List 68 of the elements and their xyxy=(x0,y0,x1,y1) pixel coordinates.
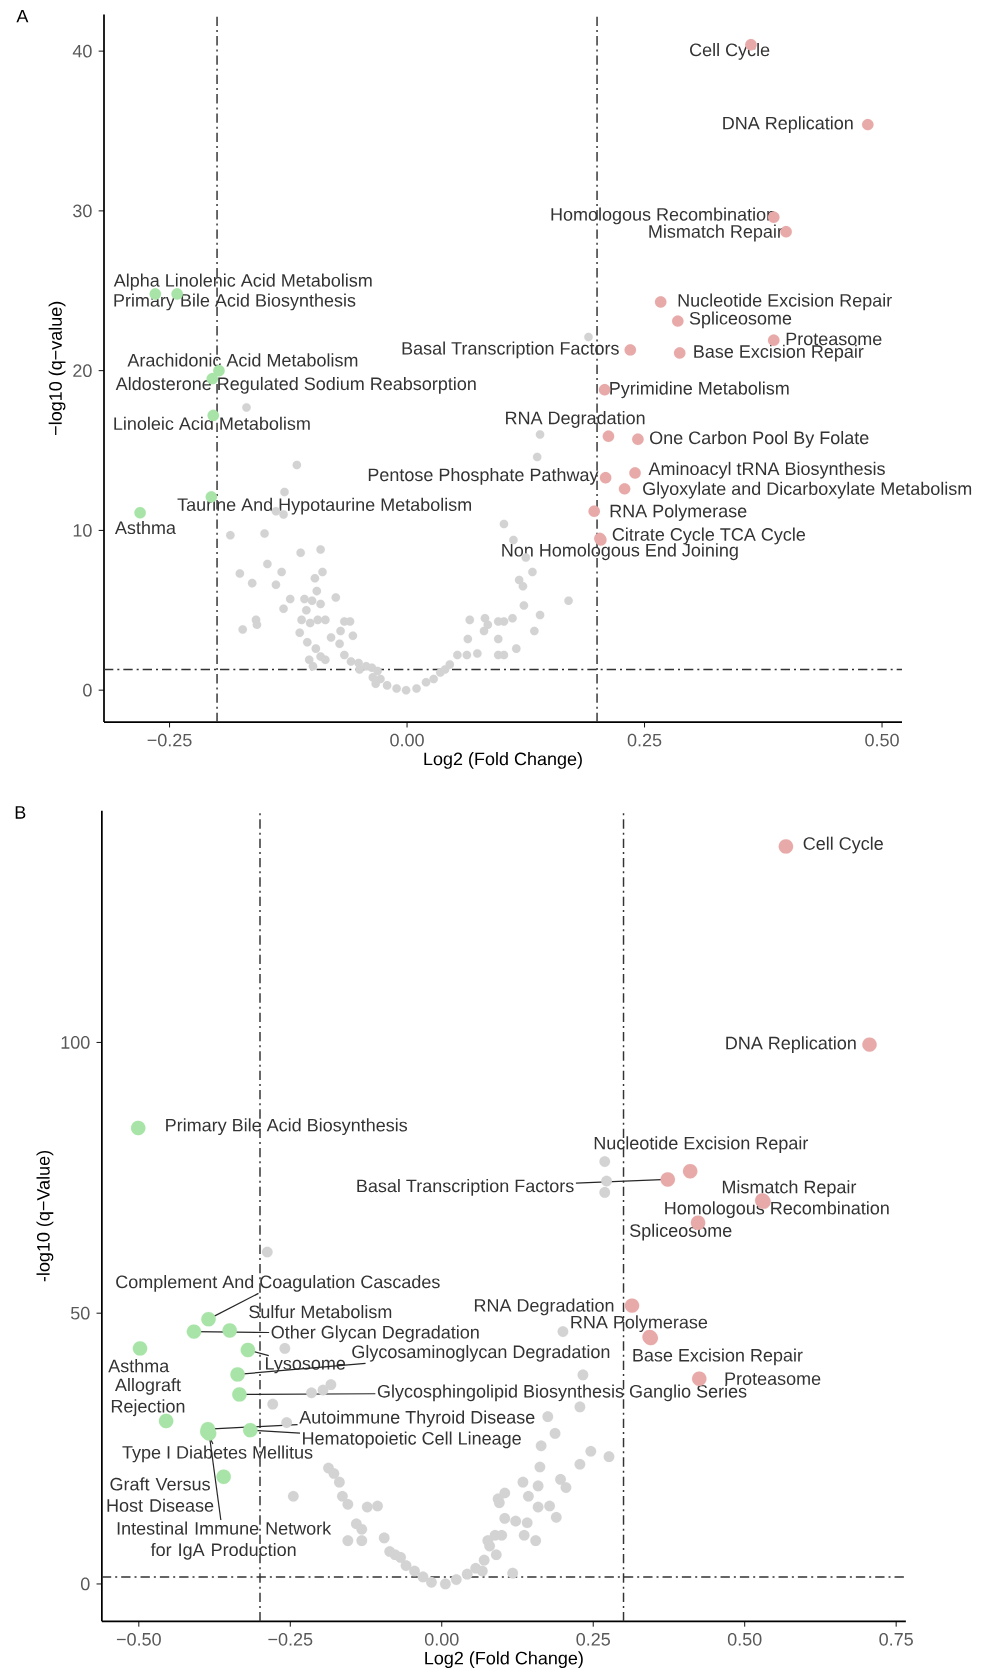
annotation: Alpha Linolenic Acid Metabolism xyxy=(113,273,372,291)
annotation: Proteasome xyxy=(725,1372,821,1385)
annotation: RNA Polymerase xyxy=(610,504,747,521)
annotation: Intestinal Immune Network for IgA Production xyxy=(117,1521,332,1560)
x-tick-label: 0.50 xyxy=(865,733,899,747)
annotation: Spliceosome xyxy=(630,1223,732,1241)
annotation: Linoleic Acid Metabolism xyxy=(114,416,310,430)
annotation: Cell Cycle xyxy=(690,43,770,60)
annotation: Asthma xyxy=(108,1359,170,1373)
annotation: Primary Bile Acid Biosynthesis xyxy=(114,293,356,311)
annotation: Arachidonic Acid Metabolism xyxy=(127,353,358,367)
x-tick-label: 0.25 xyxy=(627,733,662,747)
annotation: Mismatch Repair xyxy=(722,1180,857,1197)
x-tick-label: 0.00 xyxy=(390,733,424,747)
x-axis-title: Log2 (Fold Change) xyxy=(425,1651,583,1669)
y-tick-label: 100 xyxy=(61,1036,90,1049)
x-tick-label: −0.25 xyxy=(147,733,192,747)
x-tick-label: 0.50 xyxy=(727,1632,762,1646)
annotation: Mismatch Repair xyxy=(649,224,783,242)
x-tick-label: −0.50 xyxy=(116,1632,161,1646)
annotation: Base Excision Repair xyxy=(633,1348,803,1366)
x-tick-label: −0.25 xyxy=(268,1632,313,1646)
annotation: Basal Transcription Factors xyxy=(357,1179,574,1196)
annotation: Graft Versus Host Disease xyxy=(107,1477,214,1512)
annotation: Glyoxylate and Dicarboxylate Metabolism xyxy=(643,481,972,499)
annotation: One Carbon Pool By Folate xyxy=(650,430,869,448)
y-tick-label: 20 xyxy=(73,364,92,378)
annotation: Primary Bile Acid Biosynthesis xyxy=(166,1118,408,1136)
y-axis-title: -log10 (q−Value) xyxy=(36,1151,54,1282)
annotation: DNA Replication xyxy=(723,116,853,134)
annotation: RNA Degradation xyxy=(506,411,645,428)
y-tick-label: 0 xyxy=(80,1577,90,1591)
y-tick-label: 50 xyxy=(70,1306,90,1320)
annotation: RNA Degradation xyxy=(474,1298,614,1316)
annotation: Homologous Recombination xyxy=(551,207,775,225)
chart-title: A xyxy=(16,9,29,23)
annotation: Proteasome xyxy=(786,332,882,346)
annotation: Aminoacyl tRNA Biosynthesis xyxy=(648,461,885,479)
y-tick-label: 30 xyxy=(73,204,92,218)
x-tick-label: 0.00 xyxy=(424,1632,459,1646)
y-tick-label: 10 xyxy=(73,524,92,537)
annotation: Autoimmune Thyroid Disease xyxy=(299,1410,535,1428)
annotation: Non Homologous End Joining xyxy=(502,543,738,561)
annotation: Nucleotide Excision Repair xyxy=(678,293,892,311)
annotation: RNA Polymerase xyxy=(571,1315,708,1333)
annotation: DNA Replication xyxy=(726,1036,856,1053)
annotation: Basal Transcription Factors xyxy=(402,341,619,359)
annotation: Pyrimidine Metabolism xyxy=(610,381,789,399)
annotation: Cell Cycle xyxy=(803,836,883,854)
annotation: Homologous Recombination xyxy=(665,1201,889,1219)
annotation: Sulfur Metabolism xyxy=(249,1304,392,1319)
annotation: Glycosaminoglycan Degradation xyxy=(352,1344,610,1362)
y-tick-label: 0 xyxy=(83,683,92,697)
x-tick-label: 0.25 xyxy=(576,1632,610,1646)
annotation: Allograft Rejection xyxy=(111,1378,185,1417)
annotation: Asthma xyxy=(114,520,176,535)
annotation: Spliceosome xyxy=(689,311,792,329)
y-axis-title: −log10 (q−value) xyxy=(48,301,66,435)
x-axis-title: Log2 (Fold Change) xyxy=(424,752,582,769)
annotation: Nucleotide Excision Repair xyxy=(594,1136,809,1154)
annotation: Other Glycan Degradation xyxy=(271,1325,479,1343)
chart-title: B xyxy=(15,806,26,819)
annotation: Glycosphingolipid Biosynthesis Ganglio Series xyxy=(377,1384,747,1402)
annotation: Pentose Phosphate Pathway xyxy=(368,467,599,485)
x-tick-label: 0.75 xyxy=(879,1632,913,1646)
annotation: Complement And Coagulation Cascades xyxy=(116,1275,440,1292)
annotation: Aldosterone Regulated Sodium Reabsorption xyxy=(115,376,476,394)
y-tick-label: 40 xyxy=(72,44,92,58)
